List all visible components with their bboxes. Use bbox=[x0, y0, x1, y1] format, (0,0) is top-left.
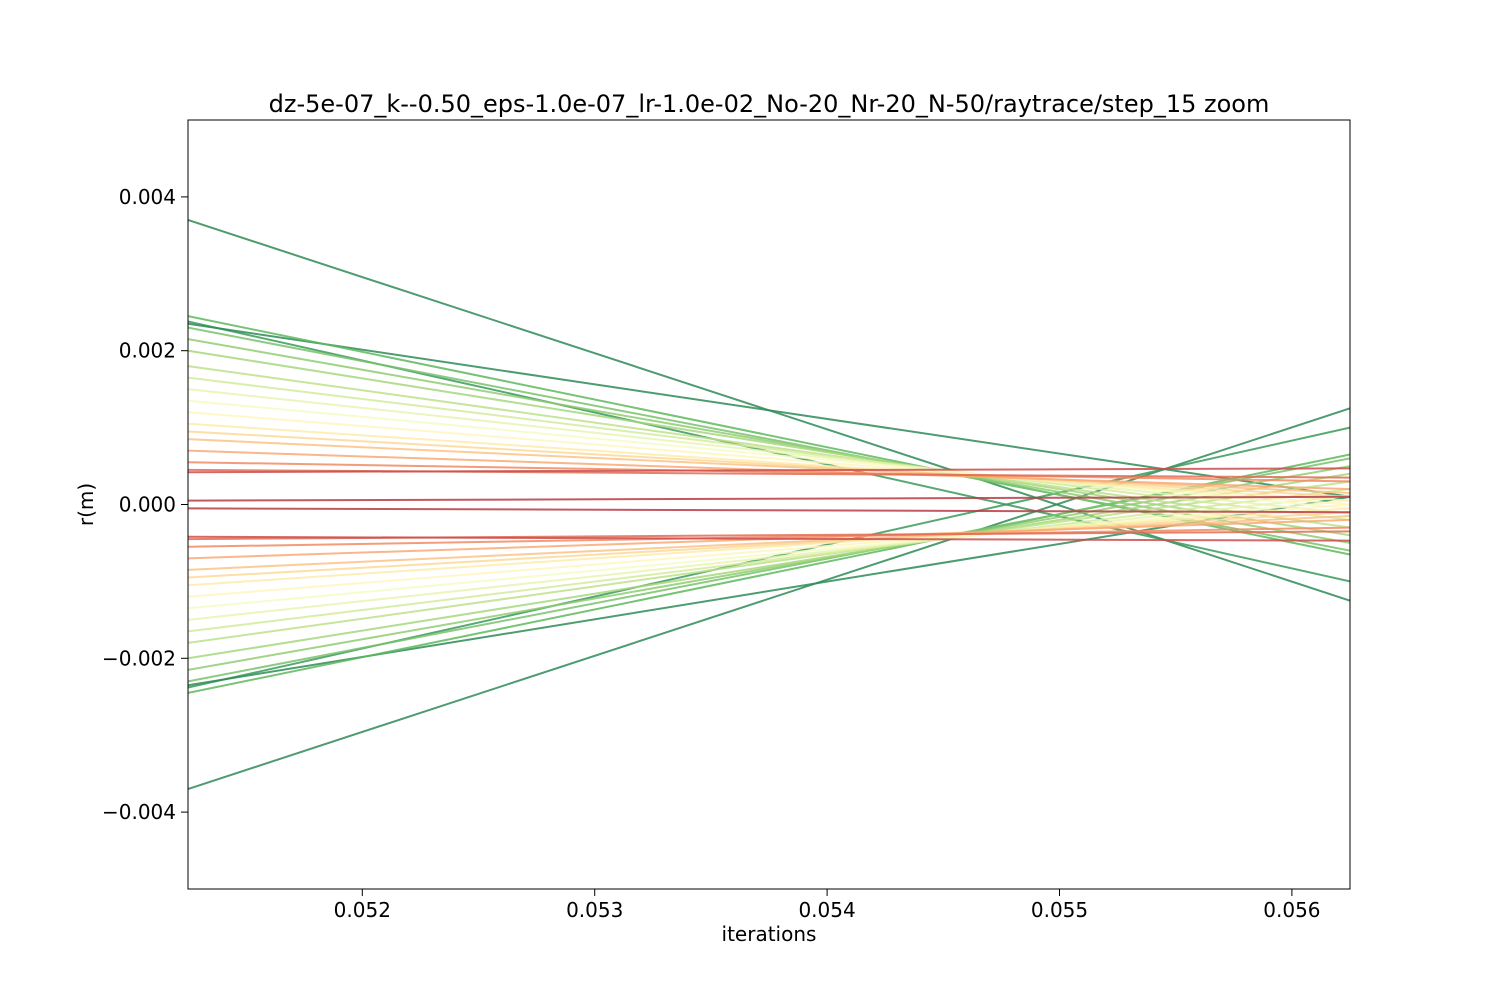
ray-line-26 bbox=[188, 507, 1350, 587]
ray-lines bbox=[188, 219, 1350, 790]
y-axis-ticks: −0.004 −0.002 0.000 0.002 0.004 bbox=[102, 185, 188, 824]
ray-line-14 bbox=[188, 472, 1350, 660]
x-tick-label: 0.055 bbox=[1031, 898, 1088, 922]
ray-line-28 bbox=[188, 511, 1350, 579]
ray-line-17 bbox=[188, 376, 1350, 521]
ray-line-27 bbox=[188, 430, 1350, 498]
x-tick-label: 0.054 bbox=[798, 898, 855, 922]
y-tick-label: 0.004 bbox=[119, 185, 176, 209]
x-tick-label: 0.053 bbox=[566, 898, 623, 922]
ray-line-29 bbox=[188, 438, 1350, 494]
ray-line-19 bbox=[188, 388, 1350, 515]
ray-line-22 bbox=[188, 499, 1350, 610]
x-axis-ticks: 0.052 0.053 0.054 0.055 0.056 bbox=[334, 889, 1321, 922]
ray-line-16 bbox=[188, 480, 1350, 644]
chart-title: dz-5e-07_k--0.50_eps-1.0e-07_lr-1.0e-02_… bbox=[269, 90, 1270, 118]
ray-line-34 bbox=[188, 526, 1350, 548]
ray-line-21 bbox=[188, 399, 1350, 510]
ray-line-23 bbox=[188, 411, 1350, 506]
ray-line-33 bbox=[188, 461, 1350, 483]
ray-line-37 bbox=[188, 467, 1350, 474]
ray-line-20 bbox=[188, 494, 1350, 621]
x-axis-label: iterations bbox=[722, 922, 817, 946]
x-tick-label: 0.056 bbox=[1263, 898, 1320, 922]
y-tick-label: −0.004 bbox=[102, 800, 176, 824]
ray-line-39 bbox=[188, 495, 1350, 502]
ray-line-30 bbox=[188, 515, 1350, 571]
y-axis-label: r(m) bbox=[74, 483, 98, 526]
ray-line-25 bbox=[188, 422, 1350, 502]
ray-line-40 bbox=[188, 507, 1350, 514]
ray-line-38 bbox=[188, 535, 1350, 542]
ray-line-5 bbox=[188, 322, 1350, 498]
y-tick-label: 0.002 bbox=[119, 339, 176, 363]
ray-line-18 bbox=[188, 488, 1350, 633]
ray-line-15 bbox=[188, 365, 1350, 529]
y-tick-label: −0.002 bbox=[102, 646, 176, 670]
ray-line-13 bbox=[188, 349, 1350, 537]
ray-line-8 bbox=[188, 453, 1350, 694]
ray-line-24 bbox=[188, 503, 1350, 598]
x-tick-label: 0.052 bbox=[334, 898, 391, 922]
plot-frame bbox=[187, 119, 1351, 890]
ray-line-7 bbox=[188, 315, 1350, 556]
y-tick-label: 0.000 bbox=[119, 493, 176, 517]
